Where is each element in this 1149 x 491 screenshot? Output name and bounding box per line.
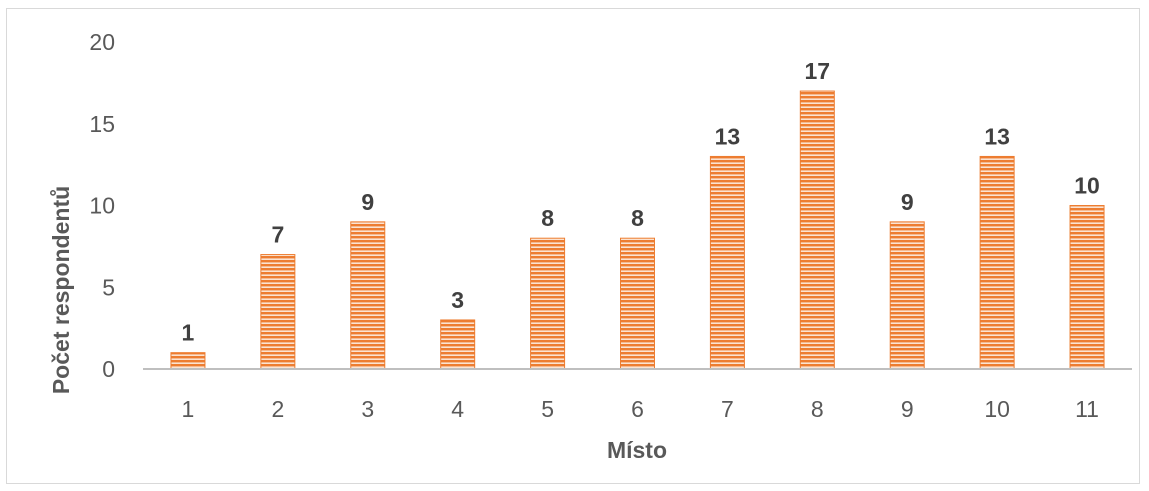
y-tick-label: 5	[102, 274, 115, 300]
x-tick-label: 4	[451, 396, 464, 422]
x-tick-label: 5	[541, 396, 554, 422]
bar	[889, 221, 925, 370]
bar	[350, 221, 386, 370]
bar	[709, 155, 745, 370]
data-label: 9	[361, 189, 374, 215]
bar	[260, 254, 296, 370]
bars	[170, 90, 1105, 370]
x-tick-label: 2	[271, 396, 284, 422]
bar	[799, 90, 835, 370]
data-label: 8	[541, 205, 554, 231]
x-tick-label: 6	[631, 396, 644, 422]
data-label: 9	[901, 189, 914, 215]
bar	[1069, 205, 1105, 370]
data-label: 3	[451, 287, 464, 313]
y-tick-label: 10	[89, 193, 115, 219]
y-tick-label: 20	[89, 29, 115, 55]
x-tick-label: 9	[901, 396, 914, 422]
y-tick-label: 15	[89, 111, 115, 137]
y-axis-title: Počet respondentů	[48, 186, 74, 394]
x-tick-label: 11	[1075, 396, 1099, 422]
chart-frame	[6, 8, 1140, 484]
bar	[620, 237, 655, 370]
x-tick-label: 3	[361, 396, 374, 422]
bar	[170, 352, 206, 370]
x-axis-title: Místo	[607, 437, 667, 463]
y-axis-ticks: 0 5 10 15 20	[89, 29, 115, 382]
bar	[530, 237, 566, 370]
x-tick-label: 10	[984, 396, 1010, 422]
data-label: 13	[984, 123, 1010, 149]
x-tick-label: 1	[182, 396, 195, 422]
y-tick-label: 0	[102, 356, 115, 382]
data-label: 1	[182, 320, 195, 346]
data-label: 10	[1074, 173, 1100, 199]
x-axis-ticks: 1 2 3 4 5 6 7 8 9 10 11	[182, 396, 1099, 422]
data-label: 8	[631, 205, 644, 231]
bar	[440, 319, 476, 370]
x-tick-label: 7	[721, 396, 734, 422]
data-label: 7	[271, 222, 284, 248]
data-label: 17	[805, 58, 831, 84]
data-label: 13	[715, 123, 741, 149]
bar	[979, 155, 1015, 370]
x-tick-label: 8	[811, 396, 824, 422]
